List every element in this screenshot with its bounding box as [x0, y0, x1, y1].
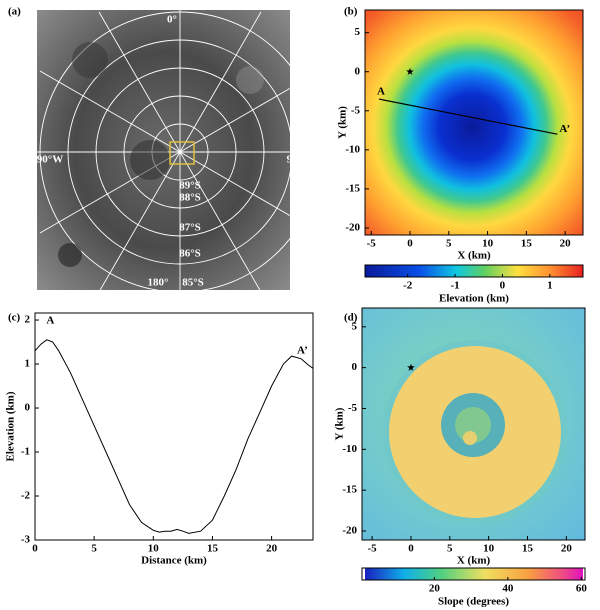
x-tick-label: 10: [148, 543, 160, 555]
y-tick-label: 5: [355, 26, 361, 38]
y-tick-label: 2: [25, 314, 31, 326]
x-tick-label: 0: [32, 543, 38, 555]
colorbar-frame: [361, 567, 586, 581]
y-tick-label: -3: [21, 534, 31, 546]
x-tick-label: -5: [367, 238, 377, 250]
y-tick-label: -5: [348, 402, 358, 414]
profile-line: [378, 98, 558, 135]
x-tick-label: 10: [483, 543, 495, 555]
study-area-box: [169, 141, 195, 165]
y-tick-label: 0: [25, 402, 31, 414]
colorbar-tick-label: 40: [502, 583, 514, 595]
x-axis-label: X (km): [457, 250, 491, 262]
y-axis-label: Elevation (km): [5, 391, 17, 461]
panel-a: [37, 10, 290, 290]
panel-label: (a): [8, 6, 21, 18]
panel-label: (b): [344, 6, 358, 18]
x-tick-label: 0: [407, 238, 413, 250]
colorbar-label: Slope (degrees): [438, 596, 509, 608]
y-tick-label: 0: [355, 65, 361, 77]
colorbar-tick-label: 20: [429, 583, 441, 595]
slope-map: [362, 308, 585, 540]
map-label: 86°S: [179, 248, 201, 260]
y-tick-label: -2: [21, 490, 31, 502]
x-tick-label: 15: [521, 238, 533, 250]
polar-grid: [37, 10, 290, 290]
y-tick-label: -10: [342, 443, 357, 455]
colorbar-tick-label: -2: [403, 280, 413, 292]
panel-label: (c): [8, 312, 21, 324]
y-axis-label: Y (km): [337, 106, 349, 139]
x-tick-label: 10: [482, 238, 494, 250]
x-tick-label: 20: [266, 543, 278, 555]
y-axis-label: Y (km): [334, 407, 346, 440]
colorbar: [365, 265, 583, 277]
x-tick-label: 5: [91, 543, 97, 555]
colorbar-frame: [364, 264, 584, 278]
x-tick-label: 5: [446, 238, 452, 250]
annotation: A: [46, 315, 54, 327]
y-tick-label: -20: [345, 222, 360, 234]
y-tick-label: 5: [352, 320, 358, 332]
x-tick-label: 20: [561, 543, 573, 555]
elevation-map: [365, 10, 583, 235]
annotation: A’: [297, 345, 308, 357]
map-label: 85°S: [182, 277, 204, 289]
x-tick-label: 15: [207, 543, 219, 555]
map-label: 88°S: [179, 192, 201, 204]
y-tick-label: -15: [342, 484, 357, 496]
y-tick-label: 1: [25, 358, 31, 370]
x-tick-label: 15: [522, 543, 534, 555]
profile-line: [34, 339, 314, 534]
colorbar-tick-label: 1: [547, 280, 553, 292]
profile-label: A: [377, 86, 385, 98]
plot-frame: [361, 307, 586, 541]
x-tick-label: 20: [560, 238, 572, 250]
x-tick-label: -5: [368, 543, 378, 555]
x-axis-label: Distance (km): [141, 555, 207, 567]
star-marker: [406, 67, 414, 75]
x-tick-label: 5: [447, 543, 453, 555]
map-label: 90°E: [287, 154, 310, 166]
y-tick-label: -20: [342, 525, 357, 537]
profile-label: A’: [559, 123, 570, 135]
map-label: 180°: [148, 277, 169, 289]
y-tick-label: -15: [345, 182, 360, 194]
y-tick-label: -1: [21, 446, 30, 458]
plot-frame: [364, 9, 584, 236]
colorbar: [365, 568, 583, 580]
y-tick-label: 0: [352, 361, 358, 373]
map-label: 0°: [167, 14, 177, 26]
x-tick-label: 0: [408, 543, 414, 555]
x-axis-label: X (km): [457, 555, 491, 567]
map-label: 87°S: [179, 222, 201, 234]
colorbar-tick-label: 60: [576, 583, 588, 595]
star-marker: [407, 363, 415, 371]
map-label: 90°W: [37, 154, 63, 166]
y-tick-label: -10: [345, 143, 360, 155]
panel-label: (d): [344, 312, 358, 324]
plot-frame: [34, 312, 314, 541]
colorbar-label: Elevation (km): [439, 293, 509, 305]
colorbar-tick-label: -1: [450, 280, 459, 292]
colorbar-tick-label: 0: [500, 280, 506, 292]
map-label: 89°S: [179, 180, 201, 192]
y-tick-label: -5: [351, 104, 361, 116]
